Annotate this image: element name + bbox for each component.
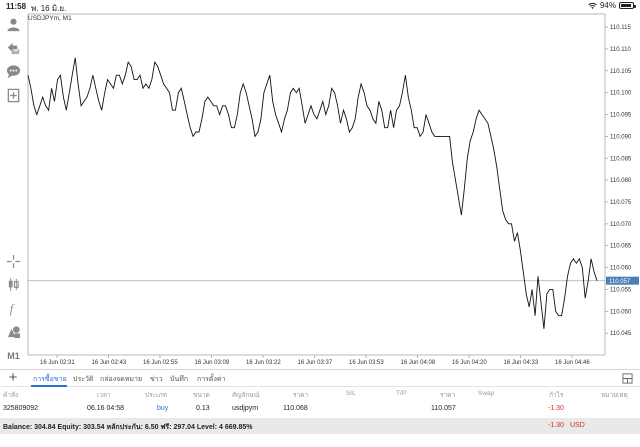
col-symbol: สัญลักษณ์ (232, 392, 260, 399)
chart-type-button[interactable] (5, 276, 22, 293)
x-tick-label: 16 Jun 04:46 (555, 360, 590, 366)
chart-svg: 110.115 110.110 110.105 110.100 110.095 110.0… (27, 13, 639, 366)
x-tick-label: 16 Jun 04:20 (452, 360, 487, 366)
y-tick-label: 110.105 (610, 69, 632, 75)
x-tick-label: 16 Jun 02:31 (40, 360, 75, 366)
objects-icon (7, 326, 21, 339)
trade-icon (7, 42, 20, 55)
y-tick-label: 110.090 (610, 134, 632, 140)
indicator-icon: f (10, 302, 15, 316)
price-chart[interactable]: 110.115 110.110 110.105 110.100 110.095 110.0… (27, 13, 640, 369)
col-time: เวลา (97, 392, 111, 399)
order-id: 325809092 (3, 405, 39, 412)
status-bar: 11:58 พ. 16 มิ.ย. 94% (0, 0, 640, 13)
new-order-button[interactable] (5, 87, 22, 104)
order-symbol: usdjpym (232, 405, 259, 412)
x-tick-label: 16 Jun 02:43 (92, 360, 127, 366)
y-tick-label: 110.100 (610, 91, 632, 97)
account-summary: Balance: 304.84 Equity: 303.54 หลักประกั… (3, 424, 253, 431)
status-right: 94% (588, 1, 636, 10)
y-tick-label: 110.110 (610, 47, 631, 53)
y-tick-label: 110.065 (610, 244, 632, 250)
terminal-tabbar: + การซื้อขาย ประวัติ กล่องจดหมาย ข่าว บั… (0, 369, 640, 387)
y-tick-label: 110.095 (610, 113, 632, 119)
layout-icon[interactable] (622, 373, 633, 384)
y-tick-label: 110.080 (610, 178, 632, 184)
y-tick-label: 110.115 (610, 25, 631, 31)
tab-mailbox[interactable]: กล่องจดหมาย (100, 376, 143, 383)
order-type: buy (157, 405, 169, 412)
tab-history[interactable]: ประวัติ (73, 376, 94, 383)
clock: 11:58 (6, 2, 27, 11)
x-tick-label: 16 Jun 03:09 (195, 360, 230, 366)
battery-percent: 94% (599, 1, 616, 10)
order-time: 06.16 04:58 (87, 405, 124, 412)
chat-button[interactable] (5, 63, 22, 80)
tab-news[interactable]: ข่าว (150, 376, 163, 383)
order-size: 0.13 (196, 405, 210, 412)
new-order-icon (7, 88, 20, 103)
crosshair-icon (6, 254, 21, 269)
col-note: หมายเหตุ (601, 392, 628, 399)
profit-currency: USD (570, 422, 585, 429)
battery-icon (619, 2, 636, 9)
col-tp: T/P (396, 390, 407, 397)
add-icon[interactable]: + (8, 369, 18, 386)
total-profit: -1.30 (548, 422, 564, 429)
y-tick-label: 110.075 (610, 200, 632, 206)
tab-journal[interactable]: บันทึก (170, 376, 189, 383)
table-header: คำสั่ง เวลา ประเภท ขนาด สัญลักษณ์ ราคา S… (0, 388, 640, 400)
col-order: คำสั่ง (3, 392, 19, 399)
tab-trade[interactable]: การซื้อขาย (33, 376, 67, 383)
chat-icon (6, 65, 21, 79)
y-tick-label: 110.055 (610, 287, 632, 293)
account-button[interactable] (5, 16, 22, 33)
col-sl: S/L (346, 390, 356, 397)
timeframe-button[interactable]: M1 (7, 350, 20, 361)
col-type: ประเภท (145, 392, 167, 399)
x-tick-label: 16 Jun 04:33 (504, 360, 539, 366)
x-tick-label: 16 Jun 02:55 (143, 360, 178, 366)
crosshair-button[interactable] (5, 253, 22, 270)
left-toolbar: f M1 (0, 13, 27, 369)
current-price-label-bg (606, 276, 639, 285)
y-tick-label: 110.060 (610, 266, 632, 272)
candle-icon (8, 277, 19, 292)
balance-bar: Balance: 304.84 Equity: 303.54 หลักประกั… (0, 418, 640, 434)
x-tick-label: 16 Jun 03:22 (246, 360, 281, 366)
price-series-line (27, 57, 598, 329)
col-swap: Swap (478, 390, 495, 397)
trade-button[interactable] (5, 39, 22, 56)
current-price-label: 110.057 (609, 279, 631, 285)
objects-button[interactable] (5, 323, 22, 340)
svg-text:f: f (10, 302, 15, 316)
date: พ. 16 มิ.ย. (31, 4, 67, 13)
active-tab-indicator (31, 385, 67, 387)
chart-title: USDJPYm, M1 (28, 15, 72, 22)
y-tick-label: 110.085 (610, 156, 632, 162)
order-profit: -1.30 (548, 405, 564, 412)
col-open-price: ราคา (293, 392, 309, 399)
x-tick-label: 16 Jun 03:37 (298, 360, 333, 366)
col-profit: กำไร (549, 392, 564, 399)
col-size: ขนาด (193, 392, 210, 399)
order-current-price: 110.057 (431, 405, 456, 412)
table-row[interactable]: 325809092 06.16 04:58 buy 0.13 usdjpym 1… (0, 403, 640, 416)
account-icon (7, 18, 20, 32)
x-tick-label: 16 Jun 04:08 (401, 360, 436, 366)
tab-settings[interactable]: การตั้งค่า (197, 376, 226, 383)
indicators-button[interactable]: f (5, 300, 22, 317)
y-tick-label: 110.045 (610, 331, 632, 337)
col-price: ราคา (440, 392, 456, 399)
y-tick-label: 110.050 (610, 309, 632, 315)
wifi-icon (588, 2, 597, 9)
x-tick-label: 16 Jun 03:53 (349, 360, 384, 366)
order-open-price: 110.068 (283, 405, 308, 412)
y-tick-label: 110.070 (610, 222, 632, 228)
